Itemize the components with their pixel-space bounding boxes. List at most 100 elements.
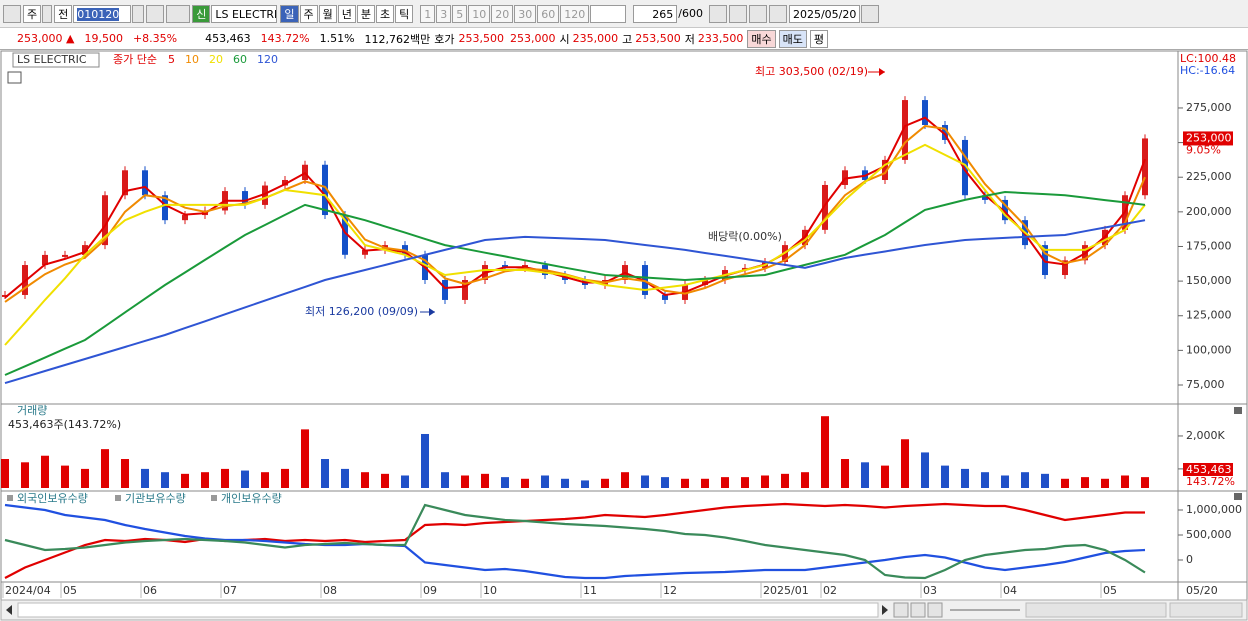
change-pct: +8.35% bbox=[132, 32, 178, 45]
candle bbox=[242, 191, 248, 205]
count-input[interactable]: 265 bbox=[633, 4, 678, 23]
volume-bar bbox=[361, 472, 369, 488]
volume-bar bbox=[61, 465, 69, 488]
prev-button[interactable]: 전 bbox=[54, 4, 73, 23]
candle bbox=[222, 191, 228, 211]
new-badge: 신 bbox=[192, 4, 211, 23]
hc-label: HC:-16.64 bbox=[1180, 64, 1235, 77]
x-tick-label: 06 bbox=[143, 584, 157, 597]
y-tick-label: 1,000K bbox=[1186, 462, 1225, 475]
candle bbox=[762, 261, 768, 268]
volume-bar bbox=[501, 477, 509, 488]
change: 19,500 bbox=[84, 32, 123, 45]
nav-button[interactable] bbox=[927, 602, 943, 618]
volume-bar bbox=[1021, 472, 1029, 488]
interval-button[interactable]: 틱 bbox=[395, 4, 414, 23]
y-tick-label: 175,000 bbox=[1186, 239, 1232, 252]
buy-button[interactable]: 매수 bbox=[747, 29, 776, 48]
volume-bar bbox=[961, 468, 969, 488]
high: 253,500 bbox=[635, 32, 681, 45]
settings-icon[interactable] bbox=[768, 4, 787, 23]
candle bbox=[382, 245, 388, 250]
interval-button[interactable]: 년 bbox=[337, 4, 356, 23]
date-input[interactable]: 2025/05/20 bbox=[788, 4, 861, 23]
candle bbox=[622, 265, 628, 280]
minute-button[interactable]: 1 bbox=[420, 4, 436, 23]
legend-entry: 20 bbox=[209, 53, 223, 66]
volume-bar bbox=[941, 465, 949, 488]
low-label: 저 bbox=[684, 32, 695, 46]
y-tick-label: 2,000K bbox=[1186, 429, 1225, 442]
x-tick-label: 10 bbox=[483, 584, 497, 597]
minute-button[interactable]: 120 bbox=[560, 4, 590, 23]
minute-button[interactable]: 30 bbox=[514, 4, 537, 23]
candle bbox=[882, 159, 888, 180]
tool-icon[interactable] bbox=[708, 4, 727, 23]
interval-button[interactable]: 일 bbox=[280, 4, 299, 23]
tool-strip[interactable] bbox=[1025, 602, 1167, 618]
candle bbox=[102, 195, 108, 246]
legend-swatch bbox=[115, 495, 121, 501]
open: 235,000 bbox=[572, 32, 619, 45]
interval-button[interactable]: 분 bbox=[356, 4, 375, 23]
candle bbox=[782, 245, 788, 262]
y-tick-label: 150,000 bbox=[1186, 274, 1232, 287]
interval-button[interactable]: 월 bbox=[318, 4, 337, 23]
annotation: 최고 303,500 (02/19) bbox=[755, 65, 868, 78]
dropdown[interactable] bbox=[132, 4, 145, 23]
series-line bbox=[4, 503, 1146, 580]
minute-group: 1 3 5 10 20 30 60 120 bbox=[420, 4, 590, 23]
volume-bar bbox=[321, 459, 329, 488]
y-tick-label: 0 bbox=[1186, 553, 1193, 566]
search-icon[interactable] bbox=[146, 4, 165, 23]
last-change: 9.05% bbox=[1186, 143, 1221, 156]
max-count: /600 bbox=[678, 7, 703, 20]
candle bbox=[702, 279, 708, 285]
minute-button[interactable]: 60 bbox=[537, 4, 560, 23]
dropdown[interactable] bbox=[42, 4, 53, 23]
x-tick-label: 02 bbox=[823, 584, 837, 597]
sound-icon[interactable] bbox=[166, 4, 191, 23]
volume-bar bbox=[561, 478, 569, 488]
candle bbox=[922, 100, 928, 125]
series-line bbox=[4, 503, 1146, 580]
scroll-left[interactable] bbox=[6, 605, 12, 615]
legend-swatch bbox=[211, 495, 217, 501]
blank-select[interactable] bbox=[590, 4, 627, 23]
legend-entry: 60 bbox=[233, 53, 247, 66]
candle bbox=[862, 170, 868, 180]
minute-button[interactable]: 10 bbox=[468, 4, 491, 23]
zoom-buttons[interactable] bbox=[1169, 602, 1243, 618]
candle bbox=[602, 279, 608, 285]
minute-button[interactable]: 20 bbox=[491, 4, 514, 23]
code-input[interactable]: 010120 bbox=[73, 4, 132, 23]
period-select[interactable]: 주 bbox=[23, 4, 42, 23]
minute-button[interactable]: 3 bbox=[436, 4, 452, 23]
calendar-icon[interactable] bbox=[861, 4, 880, 23]
volume-bar bbox=[801, 472, 809, 488]
volume-bar bbox=[281, 468, 289, 488]
nav-button[interactable] bbox=[893, 602, 909, 618]
x-tick-label: 12 bbox=[663, 584, 677, 597]
sell-button[interactable]: 매도 bbox=[778, 29, 807, 48]
menu-icon[interactable] bbox=[3, 4, 21, 23]
avg-button[interactable]: 평 bbox=[809, 29, 829, 48]
tool-icon[interactable] bbox=[748, 4, 767, 23]
volume-bar bbox=[81, 468, 89, 488]
table-icon[interactable] bbox=[7, 71, 22, 84]
interval-button[interactable]: 주 bbox=[299, 4, 318, 23]
y-tick-label: 200,000 bbox=[1186, 205, 1232, 218]
scroll-right[interactable] bbox=[882, 605, 888, 615]
info-bar: 253,000 ▲ 19,500 +8.35% 453,463 143.72% … bbox=[0, 28, 1248, 50]
close-icon[interactable] bbox=[1234, 407, 1242, 414]
minute-button[interactable]: 5 bbox=[452, 4, 468, 23]
volume-bar bbox=[1001, 475, 1009, 488]
scroll-track[interactable] bbox=[17, 602, 879, 618]
interval-button[interactable]: 초 bbox=[376, 4, 395, 23]
close-icon[interactable] bbox=[1234, 493, 1242, 500]
nav-button[interactable] bbox=[910, 602, 926, 618]
panel-subtitle: 453,463주(143.72%) bbox=[8, 418, 121, 431]
tool-icon[interactable] bbox=[728, 4, 747, 23]
candle bbox=[542, 265, 548, 276]
